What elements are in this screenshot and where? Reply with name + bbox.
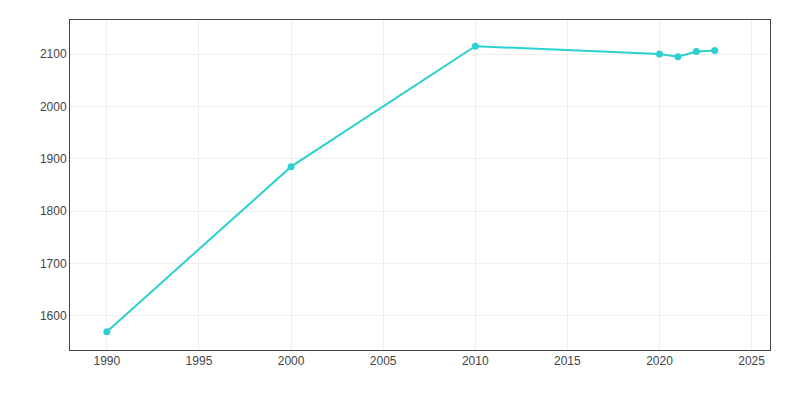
svg-text:2015: 2015 xyxy=(554,354,581,368)
svg-text:2010: 2010 xyxy=(462,354,489,368)
svg-text:1900: 1900 xyxy=(40,152,67,166)
svg-text:2025: 2025 xyxy=(738,354,765,368)
svg-text:2000: 2000 xyxy=(278,354,305,368)
svg-text:2000: 2000 xyxy=(40,100,67,114)
svg-text:1600: 1600 xyxy=(40,309,67,323)
svg-text:2100: 2100 xyxy=(40,47,67,61)
svg-text:2020: 2020 xyxy=(646,354,673,368)
svg-text:1995: 1995 xyxy=(186,354,213,368)
svg-text:2005: 2005 xyxy=(370,354,397,368)
svg-text:1990: 1990 xyxy=(93,354,120,368)
svg-text:1800: 1800 xyxy=(40,204,67,218)
svg-text:1700: 1700 xyxy=(40,257,67,271)
